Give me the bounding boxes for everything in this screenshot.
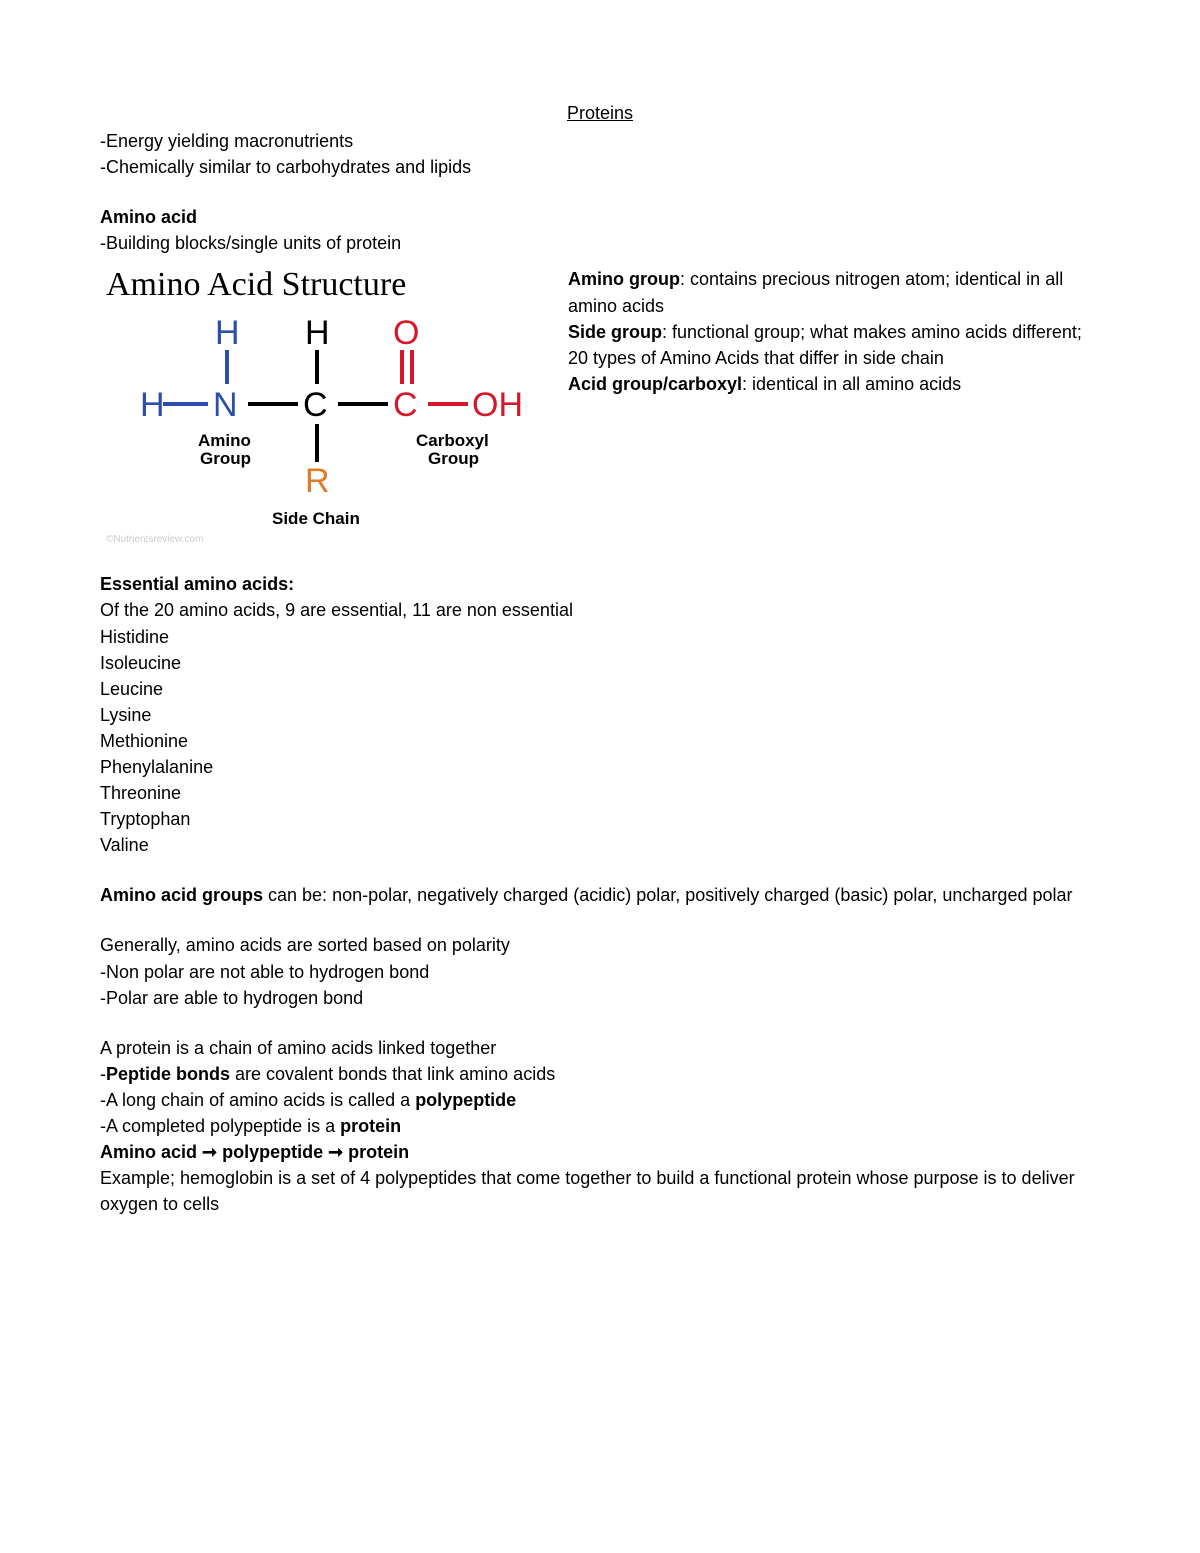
description-column: Amino group: contains precious nitrogen …: [568, 260, 1100, 396]
label-carboxyl-2: Group: [428, 449, 479, 468]
intro-line-2: -Chemically similar to carbohydrates and…: [100, 154, 1100, 180]
example-line: Example; hemoglobin is a set of 4 polype…: [100, 1165, 1100, 1217]
groups-text: can be: non-polar, negatively charged (a…: [263, 885, 1072, 905]
desc-side-group: Side group: functional group; what makes…: [568, 319, 1100, 371]
chain-l1: A protein is a chain of amino acids link…: [100, 1035, 1100, 1061]
structure-row: Amino Acid Structure: [100, 260, 1100, 547]
desc-acid-label: Acid group/carboxyl: [568, 374, 742, 394]
protein-label: protein: [340, 1116, 401, 1136]
atom-o-double: O: [393, 314, 419, 352]
label-amino-1: Amino: [198, 431, 251, 450]
protein-prefix: -A completed polypeptide is a: [100, 1116, 340, 1136]
desc-amino-label: Amino group: [568, 269, 680, 289]
diagram-title: Amino Acid Structure: [100, 260, 550, 309]
amino-acid-sub: -Building blocks/single units of protein: [100, 230, 1100, 256]
atom-n: N: [213, 386, 238, 424]
groups-label: Amino acid groups: [100, 885, 263, 905]
essential-item: Histidine: [100, 624, 1100, 650]
polarity-l2: -Non polar are not able to hydrogen bond: [100, 959, 1100, 985]
amino-acid-heading: Amino acid: [100, 204, 1100, 230]
atom-c-center: C: [303, 386, 328, 424]
diagram-column: Amino Acid Structure: [100, 260, 550, 547]
poly-prefix: -A long chain of amino acids is called a: [100, 1090, 415, 1110]
desc-side-label: Side group: [568, 322, 662, 342]
amino-acid-structure-diagram: H H N C H C O OH R Amino Group Carboxyl …: [100, 314, 550, 534]
atom-r: R: [305, 462, 330, 500]
polarity-l3: -Polar are able to hydrogen bond: [100, 985, 1100, 1011]
intro-line-1: -Energy yielding macronutrients: [100, 128, 1100, 154]
polarity-l1: Generally, amino acids are sorted based …: [100, 932, 1100, 958]
essential-item: Leucine: [100, 676, 1100, 702]
atom-h-left: H: [140, 386, 165, 424]
atom-h-top-c: H: [305, 314, 330, 352]
essential-item: Threonine: [100, 780, 1100, 806]
essential-heading: Essential amino acids:: [100, 571, 1100, 597]
essential-item: Methionine: [100, 728, 1100, 754]
peptide-line: -Peptide bonds are covalent bonds that l…: [100, 1061, 1100, 1087]
label-carboxyl-1: Carboxyl: [416, 431, 489, 450]
essential-item: Phenylalanine: [100, 754, 1100, 780]
essential-sub: Of the 20 amino acids, 9 are essential, …: [100, 597, 1100, 623]
peptide-label: Peptide bonds: [106, 1064, 230, 1084]
sequence-line: Amino acid ➞ polypeptide ➞ protein: [100, 1139, 1100, 1165]
essential-item: Valine: [100, 832, 1100, 858]
label-amino-2: Group: [200, 449, 251, 468]
diagram-watermark: ©Nutrientsreview.com: [100, 533, 550, 548]
atom-h-top-n: H: [215, 314, 240, 352]
essential-item: Tryptophan: [100, 806, 1100, 832]
essential-item: Lysine: [100, 702, 1100, 728]
atom-c-right: C: [393, 386, 418, 424]
poly-label: polypeptide: [415, 1090, 516, 1110]
essential-item: Isoleucine: [100, 650, 1100, 676]
document-page: Proteins -Energy yielding macronutrients…: [0, 0, 1200, 1277]
protein-line: -A completed polypeptide is a protein: [100, 1113, 1100, 1139]
atom-oh: OH: [472, 386, 523, 424]
poly-line: -A long chain of amino acids is called a…: [100, 1087, 1100, 1113]
desc-acid-text: : identical in all amino acids: [742, 374, 961, 394]
peptide-text: are covalent bonds that link amino acids: [230, 1064, 555, 1084]
amino-acid-groups: Amino acid groups can be: non-polar, neg…: [100, 882, 1100, 908]
desc-amino-group: Amino group: contains precious nitrogen …: [568, 266, 1100, 318]
label-side-chain: Side Chain: [272, 509, 360, 528]
desc-acid-group: Acid group/carboxyl: identical in all am…: [568, 371, 1100, 397]
page-title: Proteins: [100, 100, 1100, 126]
